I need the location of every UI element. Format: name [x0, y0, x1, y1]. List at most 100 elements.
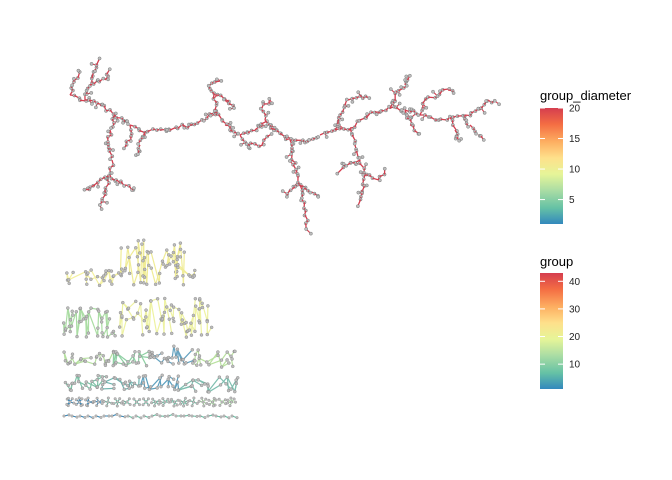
network-node: [97, 309, 101, 313]
network-node: [123, 415, 127, 419]
network-node: [97, 56, 102, 61]
network-node: [80, 397, 84, 401]
network-node: [225, 350, 229, 354]
network-edge: [88, 311, 99, 337]
network-edge: [173, 346, 177, 358]
network-edge: [140, 303, 144, 335]
network-node: [288, 159, 292, 163]
network-edge: [79, 308, 82, 322]
network-node: [104, 269, 108, 273]
network-edge: [164, 298, 170, 320]
network-node: [126, 306, 131, 310]
network-node: [84, 335, 89, 339]
network-node: [84, 398, 88, 402]
network-node: [155, 297, 160, 301]
legend-colorbar-group: [540, 273, 563, 389]
network-node: [122, 184, 126, 188]
network-node: [230, 400, 233, 404]
network-node: [222, 414, 226, 418]
network-node: [95, 354, 99, 359]
network-node: [225, 358, 229, 362]
network-node: [134, 414, 138, 418]
network-node: [70, 352, 75, 356]
network-edge: [148, 301, 152, 332]
network-node: [147, 349, 151, 354]
network-node: [120, 314, 124, 318]
network-edge: [176, 348, 184, 360]
network-node: [163, 296, 167, 301]
network-node: [246, 145, 251, 150]
network-node: [100, 382, 105, 387]
network-edge: [174, 265, 177, 279]
network-node: [123, 266, 128, 271]
network-node: [205, 332, 209, 337]
network-node: [131, 354, 135, 358]
network-node: [190, 348, 195, 352]
network-edge: [199, 298, 203, 335]
network-node: [464, 118, 469, 123]
network-node: [70, 83, 74, 88]
network-node: [219, 79, 224, 83]
network-node: [89, 356, 93, 360]
network-node: [82, 187, 87, 192]
network-node: [200, 396, 204, 400]
network-node: [138, 354, 142, 359]
network-node: [126, 122, 130, 126]
network-node: [89, 91, 94, 95]
network-edge: [125, 355, 134, 366]
network-node: [144, 364, 149, 368]
network-node: [211, 413, 215, 417]
network-node: [90, 102, 94, 106]
network-edge: [220, 376, 228, 386]
network-node: [135, 311, 140, 315]
network-edge: [157, 298, 163, 321]
network-node: [126, 360, 130, 364]
network-node: [141, 403, 145, 407]
network-edge: [133, 272, 139, 285]
network-node: [67, 413, 71, 417]
network-node: [199, 363, 203, 367]
network-node: [457, 138, 461, 143]
network-node: [175, 347, 180, 351]
network-node: [103, 380, 107, 384]
network-node: [285, 194, 289, 199]
network-node: [195, 402, 199, 405]
network-node: [115, 352, 120, 356]
network-node: [234, 381, 239, 386]
network-node: [134, 246, 138, 250]
network-node: [94, 414, 98, 418]
network-node: [229, 387, 233, 391]
network-node: [451, 91, 456, 95]
network-node: [177, 361, 181, 365]
network-node: [100, 402, 104, 405]
network-node: [193, 352, 197, 357]
network-node: [145, 282, 149, 286]
network-node: [161, 404, 165, 407]
network-node: [346, 104, 351, 108]
network-node: [171, 305, 176, 309]
network-edge: [85, 381, 98, 388]
network-node: [378, 178, 382, 183]
network-node: [204, 397, 208, 401]
network-node: [239, 142, 243, 147]
network-edge: [143, 257, 148, 285]
network-node: [91, 416, 95, 420]
network-node: [70, 309, 74, 313]
network-edge: [181, 319, 187, 338]
network-node: [145, 325, 149, 329]
network-node: [178, 247, 183, 252]
network-node: [126, 245, 130, 249]
network-node: [182, 414, 186, 418]
network-node: [107, 317, 112, 321]
network-node: [171, 260, 176, 264]
network-node: [176, 265, 180, 270]
network-node: [78, 414, 82, 418]
network-node: [62, 414, 66, 418]
network-node: [118, 377, 122, 382]
network-node: [68, 329, 72, 334]
network-node: [212, 396, 216, 400]
network-edge: [182, 349, 193, 360]
network-node: [109, 171, 114, 175]
network-node: [308, 190, 313, 195]
network-node: [138, 384, 143, 388]
